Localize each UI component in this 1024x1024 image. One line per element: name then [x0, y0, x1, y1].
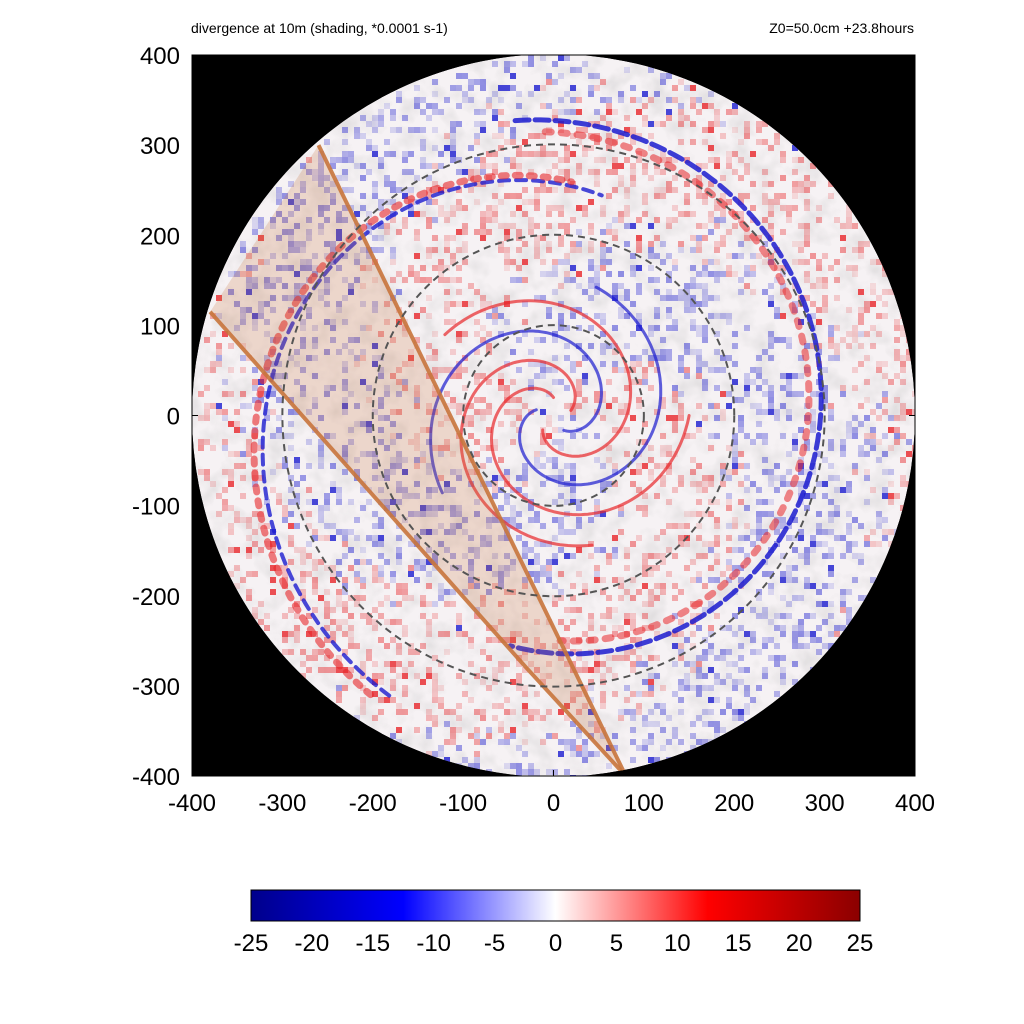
outer-band-blue [507, 117, 824, 657]
y-tick-label: -300 [132, 674, 180, 701]
colorbar-tick-label: 25 [847, 930, 874, 957]
x-tick-label: 100 [624, 790, 664, 817]
colorbar [250, 889, 861, 922]
heatmap-cells [198, 55, 915, 777]
y-tick-label: 0 [167, 404, 180, 431]
chart-subtitle: Z0=50.0cm +23.8hours [769, 20, 914, 36]
x-tick-label: 200 [714, 790, 754, 817]
highlighted-band-fill [210, 145, 626, 776]
heatmap-texture [192, 55, 915, 776]
reference-circle [462, 324, 645, 507]
heatmap-domain [192, 54, 915, 777]
colorbar-tick-label: 20 [786, 930, 813, 957]
colorbar-tick-label: 10 [664, 930, 691, 957]
colorbar-tick-label: 15 [725, 930, 752, 957]
reference-circle [281, 143, 826, 688]
highlighted-band-edge [316, 144, 628, 777]
colorbar-tick-label: -5 [484, 930, 505, 957]
y-tick-label: -400 [132, 764, 180, 791]
chart-title: divergence at 10m (shading, *0.0001 s-1) [191, 20, 448, 36]
colorbar-tick-label: -25 [234, 930, 269, 957]
colorbar-tick-label: 5 [610, 930, 623, 957]
outer-band-red [541, 128, 813, 645]
x-tick-label: 400 [895, 790, 935, 817]
y-tick-label: -100 [132, 494, 180, 521]
x-tick-label: -200 [349, 790, 397, 817]
reference-circle [371, 233, 736, 598]
inner-spiral-arm [518, 285, 663, 487]
colorbar-tick-label: -20 [295, 930, 330, 957]
highlighted-band-edge [208, 310, 628, 777]
spiral-bands [250, 117, 824, 699]
y-tick-label: -200 [132, 584, 180, 611]
inner-spiral-arm [443, 299, 633, 458]
x-tick-label: -100 [439, 790, 487, 817]
southwest-band-red [250, 171, 575, 699]
colorbar-tick-label: -10 [416, 930, 451, 957]
colorbar-tick-label: 0 [549, 930, 562, 957]
southwest-band-blue [260, 178, 604, 698]
y-tick-label: 300 [140, 133, 180, 160]
x-tick-label: 0 [547, 790, 560, 817]
colorbar-tick-label: -15 [355, 930, 390, 957]
y-tick-label: 200 [140, 223, 180, 250]
x-tick-label: -400 [168, 790, 216, 817]
inner-spiral-arm [490, 386, 691, 517]
x-tick-label: -300 [258, 790, 306, 817]
x-tick-label: 300 [805, 790, 845, 817]
y-tick-label: 100 [140, 313, 180, 340]
y-tick-label: 400 [140, 43, 180, 70]
